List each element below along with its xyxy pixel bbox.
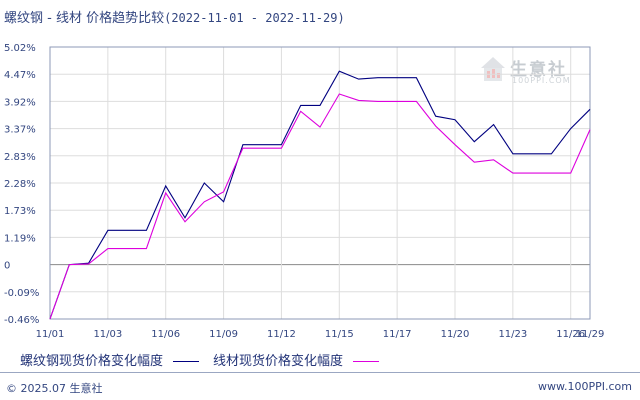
legend-label-series-2: 线材现货价格变化幅度 <box>213 354 344 369</box>
x-tick-label: 11/29 <box>576 329 605 340</box>
x-tick-label: 11/03 <box>93 329 122 340</box>
watermark-url: 100PPI.COM <box>512 76 571 85</box>
legend-item-series-2: 线材现货价格变化幅度 <box>213 350 380 369</box>
x-tick-label: 11/26 <box>556 329 585 340</box>
footer-divider <box>0 372 640 373</box>
legend-item-series-1: 螺纹钢现货价格变化幅度 <box>20 350 200 369</box>
y-tick-label: 1.19% <box>4 233 36 244</box>
x-tick-label: 11/15 <box>325 329 354 340</box>
chart-title-text: 螺纹钢 - 线材 价格趋势比较 <box>4 11 165 26</box>
y-tick-labels: 5.02% 4.47% 3.92% 3.37% 2.83% 2.28% 1.73% 1.19%… <box>4 43 39 326</box>
site-link[interactable]: www.100PPI.com <box>538 380 632 393</box>
watermark-name: 生意社 <box>510 60 567 80</box>
y-tick-label: 0 <box>4 261 10 272</box>
chart-title: 螺纹钢 - 线材 价格趋势比较(2022-11-01 - 2022-11-29) <box>4 7 345 26</box>
series-lines <box>49 70 591 320</box>
x-tick-label: 11/12 <box>267 329 296 340</box>
y-tick-label: 5.02% <box>4 43 36 54</box>
x-tick-label: 11/17 <box>383 329 412 340</box>
legend-label-series-1: 螺纹钢现货价格变化幅度 <box>20 354 164 369</box>
y-tick-label: -0.46% <box>4 315 39 326</box>
series-line-1 <box>49 70 591 320</box>
line-chart: 5.02% 4.47% 3.92% 3.37% 2.83% 2.28% 1.73% 1.19%… <box>4 43 605 340</box>
x-tick-label: 11/09 <box>209 329 238 340</box>
y-tick-label: 4.47% <box>4 70 36 81</box>
x-tick-labels: 11/01 11/03 11/06 11/09 11/12 11/15 11/17 11/20… <box>36 329 605 340</box>
x-tick-label: 11/06 <box>151 329 180 340</box>
grid-lines <box>49 46 591 320</box>
x-tick-label: 11/20 <box>441 329 470 340</box>
y-tick-label: 1.73% <box>4 206 36 217</box>
legend-swatch-series-2 <box>353 361 380 362</box>
x-tick-label: 11/23 <box>498 329 527 340</box>
y-tick-label: -0.09% <box>4 288 39 299</box>
y-tick-label: 3.37% <box>4 125 36 136</box>
y-tick-label: 2.28% <box>4 179 36 190</box>
y-tick-label: 3.92% <box>4 97 36 108</box>
plot-frame <box>49 46 591 320</box>
chart-date-range: (2022-11-01 - 2022-11-29) <box>164 11 345 25</box>
legend-swatch-series-1 <box>173 361 200 362</box>
series-line-2 <box>49 93 591 320</box>
x-tick-label: 11/01 <box>36 329 65 340</box>
copyright-text: © 2025.07 生意社 <box>6 382 103 395</box>
y-tick-label: 2.83% <box>4 152 36 163</box>
chart-axes <box>49 46 591 320</box>
